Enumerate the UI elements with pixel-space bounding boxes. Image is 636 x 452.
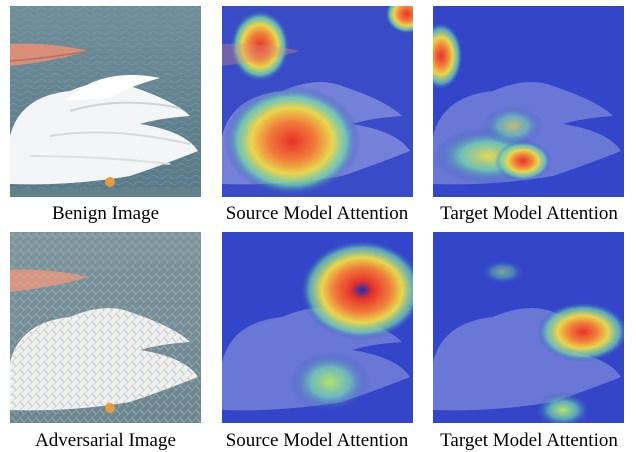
adversarial-image [10,232,201,423]
caption-target-attention-2: Target Model Attention [440,430,618,451]
caption-source-attention-2: Source Model Attention [225,430,409,451]
caption-source-attention-1: Source Model Attention [225,203,409,224]
source-attention-benign [222,6,413,197]
caption-target-attention-1: Target Model Attention [440,203,618,224]
caption-benign-image: Benign Image [51,203,160,224]
source-attention-adversarial [222,232,413,423]
target-attention-benign [433,6,624,197]
caption-adversarial-image: Adversarial Image [35,430,176,451]
benign-image [10,6,201,197]
target-attention-adversarial [433,232,624,423]
